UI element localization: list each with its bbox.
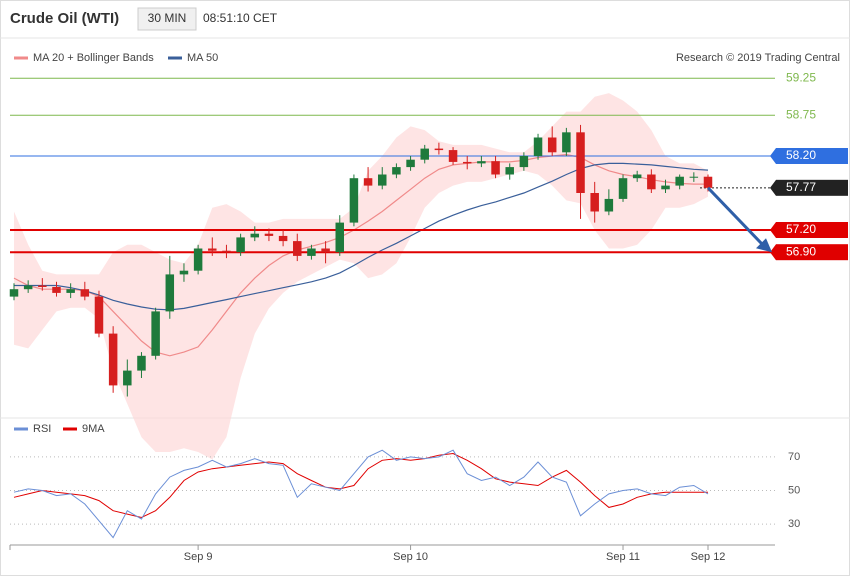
candle-body [562,132,571,153]
level-box-pointer [770,244,776,261]
level-label: 57.20 [786,222,816,236]
candle-body [349,178,359,223]
y-tick-label: 30 [788,518,800,530]
candle-body [491,161,500,175]
ma-line [13,153,708,357]
legend-label: 9MA [82,423,105,435]
forecast-arrowhead [756,238,772,253]
legend-label: MA 20 + Bollinger Bands [33,52,154,64]
level-box [776,222,848,238]
candle-body [434,148,444,151]
legend-label: MA 50 [187,52,218,64]
level-box [776,244,848,261]
candle-body [363,178,373,186]
candle-body [576,132,585,193]
candle-body [165,274,175,312]
candle-body [647,174,656,190]
level-box-pointer [770,148,776,164]
level-label: 57.77 [786,180,816,194]
candle-body [448,150,458,162]
title: Crude Oil (WTI) [10,10,119,27]
candle-body [264,233,274,236]
candle-body [661,185,670,190]
candle-body [193,248,203,271]
candle-body [108,333,118,386]
candle-body [321,248,330,253]
indicator-line [13,452,708,519]
candle-body [80,289,90,297]
level-label: 58.75 [786,107,816,121]
forecast-arrow [706,186,768,250]
candle-body [208,248,217,251]
y-tick-label: 70 [788,451,800,463]
level-label: 58.20 [786,148,816,162]
candle-body [689,176,699,178]
candle-body [222,250,231,253]
candle-body [406,159,415,168]
candle-body [293,241,302,256]
candle-body [703,176,713,188]
candle-body [278,235,288,242]
candle-body [477,161,486,164]
candle-body [618,178,628,199]
candle-body [505,167,514,175]
candle-body [250,233,260,238]
level-label: 56.90 [786,244,816,258]
level-box-pointer [770,222,776,238]
candle-body [23,285,33,290]
candle-body [420,148,429,160]
y-tick-label: 50 [788,484,800,496]
candle-body [179,270,189,275]
candle-body [462,161,472,164]
candle-body [604,198,614,212]
candle-body [632,174,642,179]
candle-body [123,370,132,386]
candle-body [52,286,61,293]
candle-body [675,176,684,186]
level-label: 59.25 [786,70,816,84]
candle-body [66,289,75,293]
level-box-pointer [770,179,776,196]
candle-body [94,296,104,334]
indicator-line [13,449,709,539]
bollinger-band [14,93,708,460]
x-tick-label: Sep 10 [393,551,428,563]
candle-body [236,237,245,253]
ma-line [14,162,709,311]
candle-body [547,137,557,153]
legend-label: RSI [33,423,51,435]
candle-body [335,222,345,253]
candle-body [377,174,387,186]
candle-body [519,156,529,168]
candle-body [38,285,47,287]
candle-body [151,311,160,356]
x-tick-label: Sep 9 [184,551,213,563]
interval: 30 MIN [148,11,187,25]
candle-body [533,137,543,156]
x-tick-label: Sep 11 [606,551,640,563]
interval-box [137,7,197,31]
candle-body [392,167,401,175]
x-tick-label: Sep 12 [691,551,726,563]
candle-body [137,355,146,371]
level-box [776,148,848,164]
time: 08:51:10 CET [203,11,278,25]
level-box [776,179,848,196]
candle-body [9,289,19,297]
candle-body [307,248,316,256]
credit: Research © 2019 Trading Central [676,52,840,64]
candle-body [590,193,599,212]
